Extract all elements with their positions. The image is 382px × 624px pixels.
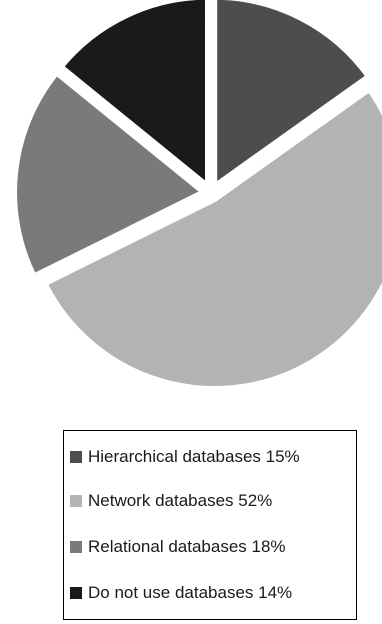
- legend-swatch-hierarchical: [70, 451, 82, 463]
- legend-label-network: Network databases 52%: [88, 491, 273, 510]
- pie-chart: [11, 0, 382, 392]
- pie-slice-hierarchical: [211, 0, 374, 193]
- legend-swatch-relational: [70, 541, 82, 553]
- legend-swatch-network: [70, 495, 82, 507]
- pie-slice-no-database: [56, 0, 211, 193]
- legend-label-hierarchical: Hierarchical databases 15%: [88, 447, 300, 466]
- legend-swatch-no-database: [70, 587, 82, 599]
- legend-label-no-database: Do not use databases 14%: [88, 583, 293, 602]
- legend-item-network: Network databases 52%: [70, 491, 272, 511]
- pie-slice-relational: [11, 68, 210, 281]
- pie-slice-network: [40, 84, 382, 392]
- legend-label-relational: Relational databases 18%: [88, 537, 286, 556]
- legend-item-hierarchical: Hierarchical databases 15%: [70, 447, 300, 467]
- legend-item-no-database: Do not use databases 14%: [70, 583, 292, 603]
- legend-item-relational: Relational databases 18%: [70, 537, 286, 557]
- chart-legend: Hierarchical databases 15% Network datab…: [63, 430, 357, 620]
